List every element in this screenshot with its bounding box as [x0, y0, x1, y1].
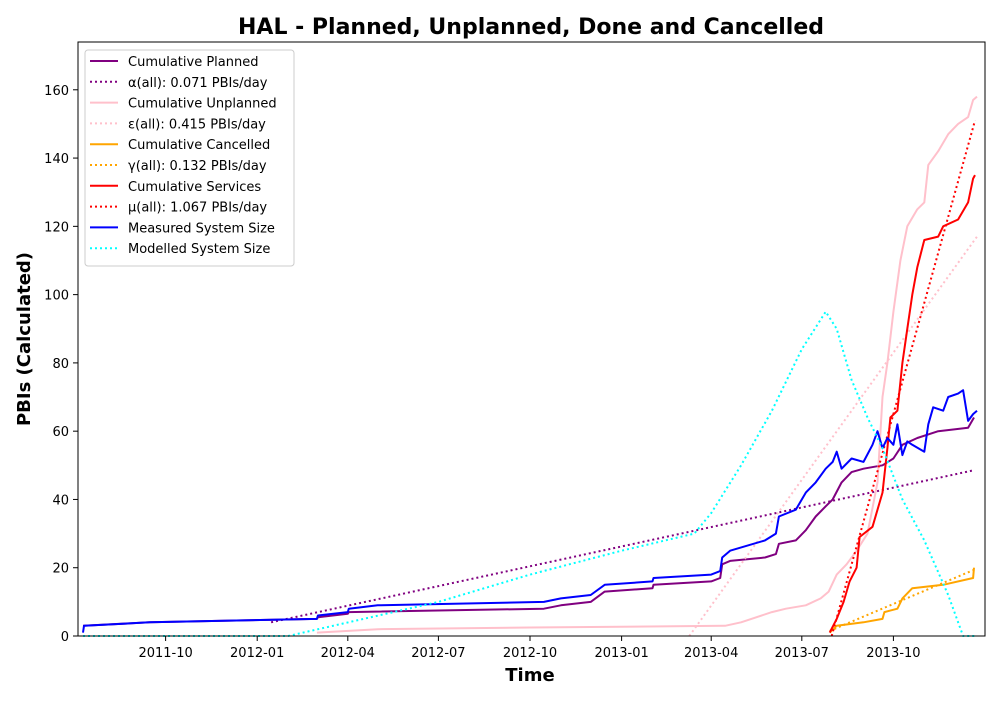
- y-tick-label: 20: [52, 562, 69, 577]
- legend-label-5: γ(all): 0.132 PBIs/day: [128, 159, 267, 174]
- y-tick-label: 0: [61, 630, 69, 645]
- x-tick-label: 2012-07: [411, 646, 465, 661]
- series-line-8: [82, 389, 978, 633]
- series-line-6: [828, 174, 976, 634]
- x-tick-label: 2013-07: [775, 646, 829, 661]
- x-axis-label: Time: [505, 665, 554, 686]
- legend-label-6: Cumulative Services: [128, 180, 261, 195]
- y-tick-label: 160: [44, 84, 69, 99]
- series-line-9: [83, 310, 977, 637]
- y-axis-label: PBIs (Calculated): [14, 252, 35, 426]
- x-tick-label: 2012-01: [230, 646, 284, 661]
- plot-frame: [77, 41, 986, 637]
- y-tick-label: 40: [52, 493, 69, 508]
- legend-label-9: Modelled System Size: [128, 242, 270, 257]
- y-tick-label: 120: [44, 220, 69, 235]
- y-tick-label: 140: [44, 152, 69, 167]
- y-tick-label: 80: [52, 357, 69, 372]
- legend-label-0: Cumulative Planned: [128, 55, 258, 70]
- legend-label-3: ε(all): 0.415 PBIs/day: [128, 117, 266, 132]
- series-line-5: [829, 568, 976, 632]
- x-tick-label: 2013-04: [684, 646, 738, 661]
- x-tick-label: 2011-10: [138, 646, 192, 661]
- series-line-0: [82, 417, 975, 627]
- legend-label-8: Measured System Size: [128, 221, 275, 236]
- x-axis-ticks: 2011-10 2012-01 2012-04 2012-07 2012-10 2013-…: [138, 636, 921, 661]
- x-tick-label: 2012-04: [321, 646, 375, 661]
- legend-label-1: α(all): 0.071 PBIs/day: [128, 76, 268, 91]
- series-line-2: [316, 95, 978, 634]
- y-axis-ticks: 0 20 40 60 80 100 120 140 160: [44, 84, 78, 645]
- legend-box: [84, 49, 295, 267]
- series-line-7: [830, 120, 976, 637]
- legend-label-2: Cumulative Unplanned: [128, 97, 277, 112]
- x-tick-label: 2012-10: [503, 646, 557, 661]
- chart-title: HAL - Planned, Unplanned, Done and Cance…: [238, 15, 824, 40]
- legend-label-4: Cumulative Cancelled: [128, 138, 270, 153]
- x-tick-label: 2013-01: [594, 646, 648, 661]
- legend-label-7: μ(all): 1.067 PBIs/day: [128, 201, 267, 216]
- x-tick-label: 2013-10: [866, 646, 920, 661]
- plot-lines: [82, 95, 978, 637]
- y-tick-label: 100: [44, 289, 69, 304]
- series-line-3: [688, 236, 978, 637]
- series-line-4: [829, 567, 975, 634]
- legend: Cumulative Planned α(all): 0.071 PBIs/day…: [84, 49, 295, 267]
- series-line-1: [270, 469, 974, 624]
- y-tick-label: 60: [52, 425, 69, 440]
